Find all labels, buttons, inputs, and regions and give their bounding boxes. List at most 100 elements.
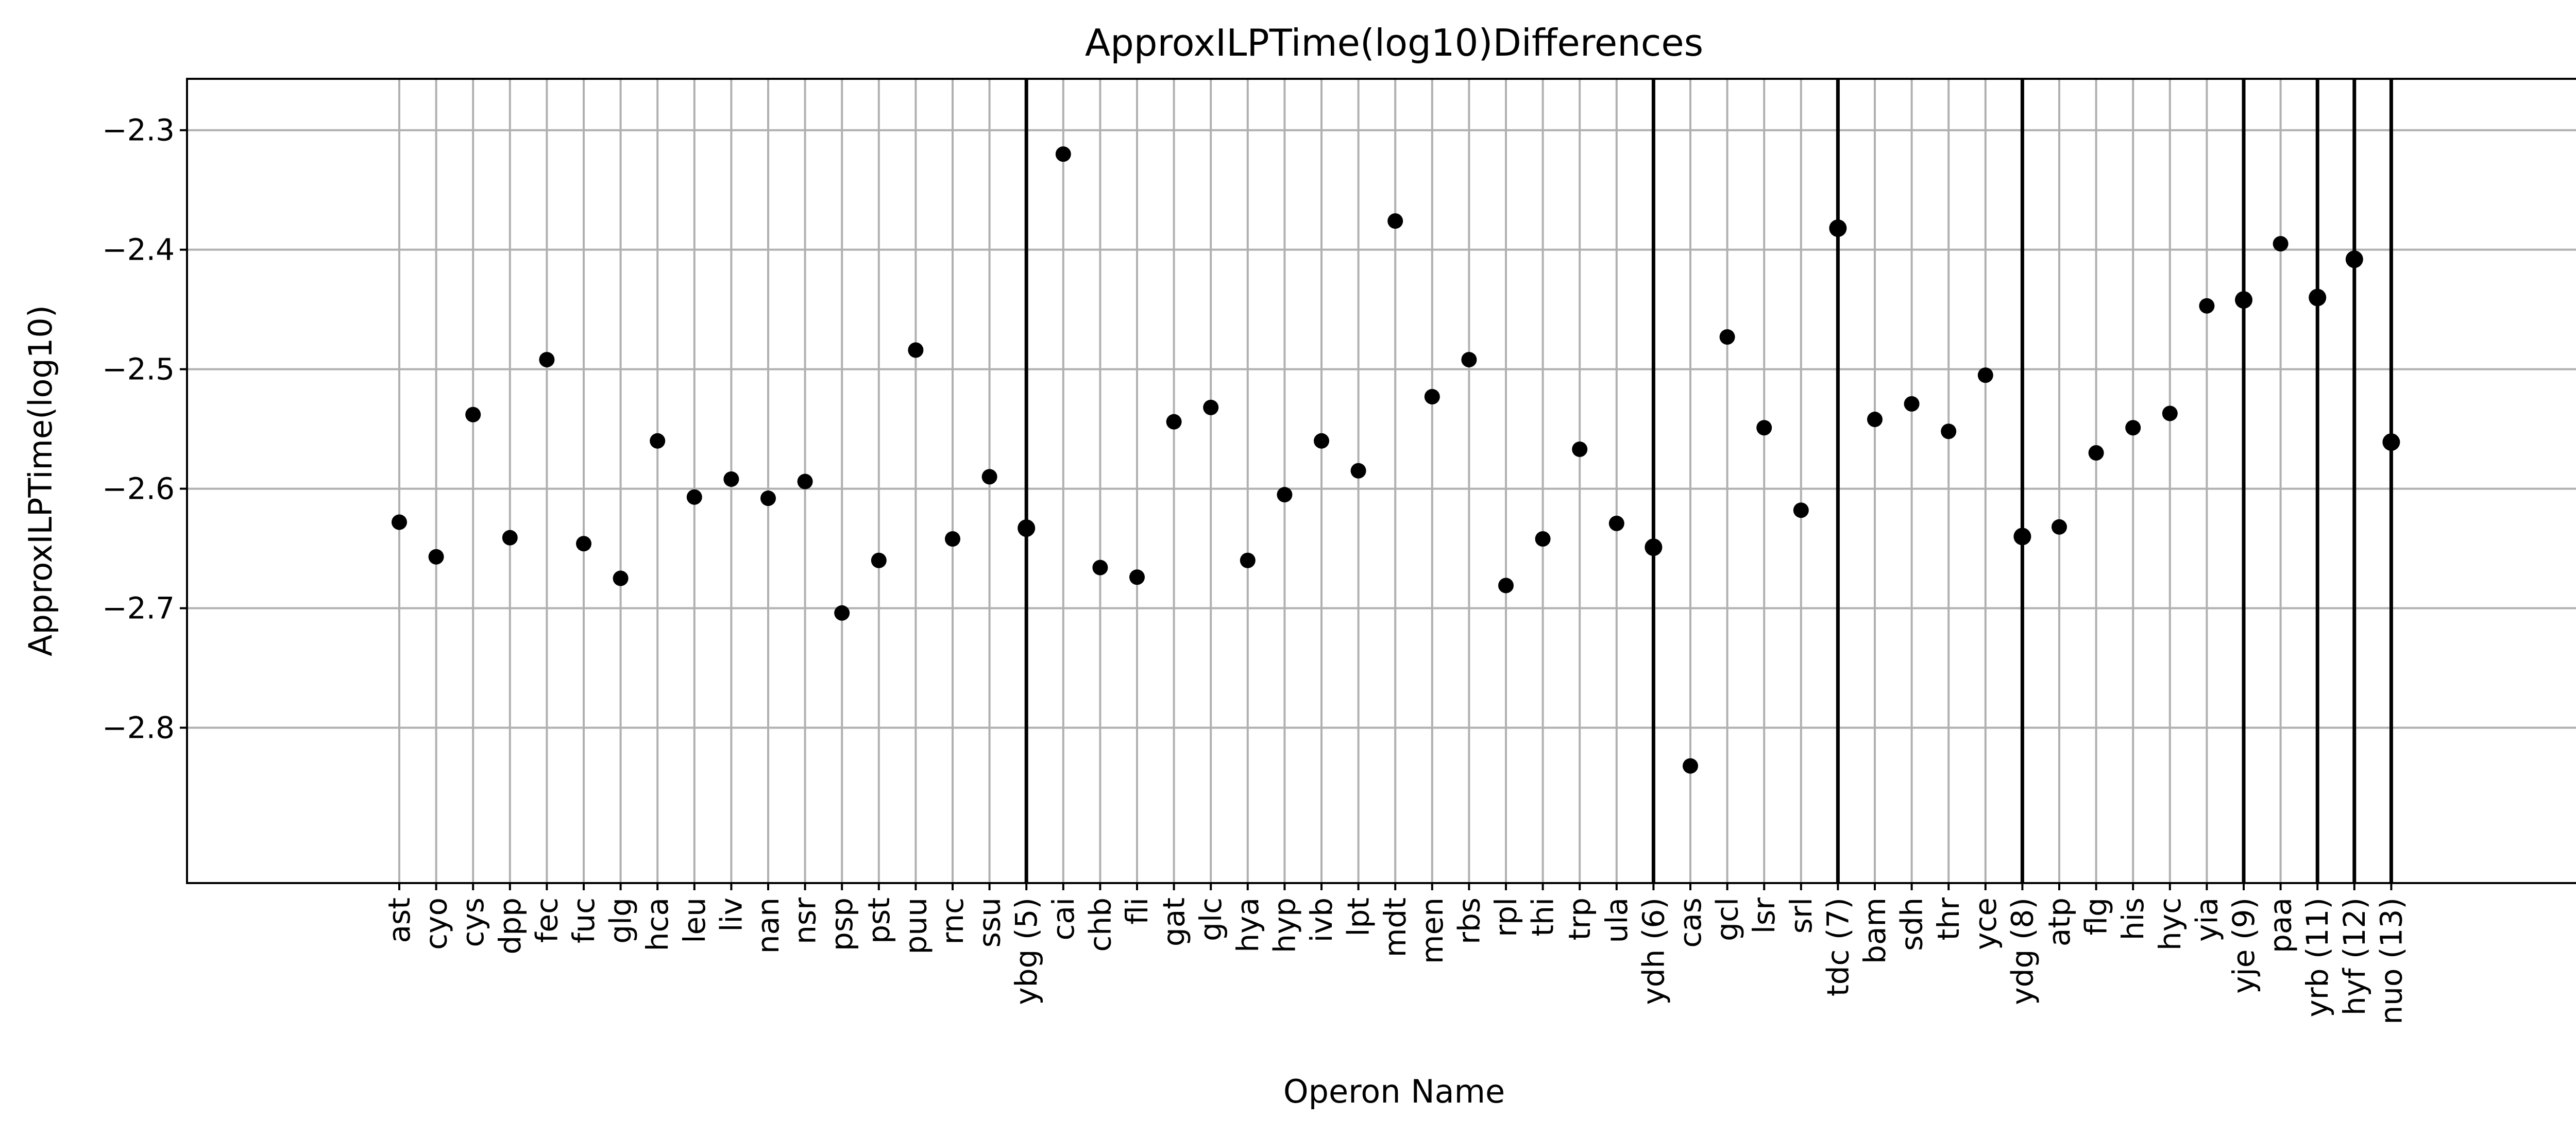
x-tick-label: nuo (13) (2374, 897, 2409, 1025)
data-point (723, 471, 739, 487)
x-tick-label: fuc (566, 897, 601, 943)
plot-frame (186, 78, 2576, 884)
x-tick-label: hyc (2153, 897, 2188, 951)
x-axis-ticks: ast cyo cys dpp fec fuc glg hca leu liv nan nsr psp p… (382, 883, 2409, 1025)
data-point (760, 490, 776, 506)
data-point (797, 473, 813, 489)
data-point (2052, 519, 2067, 535)
data-point (1535, 531, 1551, 547)
data-point (1608, 515, 1624, 531)
data-point (1941, 423, 1957, 439)
x-tick-label: ivb (1304, 897, 1339, 942)
data-points (392, 146, 2400, 774)
data-point (1793, 502, 1809, 518)
data-point (650, 433, 666, 449)
data-point (1314, 433, 1329, 449)
data-point (1867, 412, 1883, 428)
y-tick-label: −2.5 (102, 352, 175, 387)
data-point (613, 570, 629, 586)
data-point (1055, 146, 1071, 162)
data-point (1572, 442, 1588, 458)
x-tick-label: nan (751, 897, 786, 954)
x-tick-label: cas (1673, 897, 1708, 948)
y-tick-label: −2.3 (102, 113, 175, 148)
data-point (2125, 420, 2141, 436)
data-point (1829, 219, 1847, 237)
x-tick-label: leu (677, 897, 712, 943)
x-tick-label: cyo (419, 897, 454, 950)
data-point (2345, 250, 2363, 268)
data-point (502, 530, 518, 546)
data-point (392, 514, 407, 530)
y-tick-label: −2.8 (102, 710, 175, 745)
x-tick-label: ast (382, 897, 417, 943)
data-point (465, 406, 481, 422)
x-tick-label: men (1415, 897, 1450, 964)
x-axis-label: Operon Name (1283, 1073, 1505, 1110)
data-point (834, 605, 850, 621)
data-point (1461, 352, 1477, 368)
data-point (981, 469, 997, 485)
data-point (2273, 236, 2289, 252)
x-tick-label: rbs (1451, 897, 1486, 944)
x-tick-label: fec (529, 897, 564, 943)
x-tick-label: lsr (1747, 897, 1782, 934)
data-point (1645, 538, 1663, 556)
data-point (1277, 487, 1293, 503)
y-axis-ticks: −2.3 −2.4 −2.5 −2.6 −2.7 −2.8 (102, 113, 187, 745)
x-tick-label: yce (1968, 897, 2003, 950)
data-point (1977, 367, 1993, 383)
x-tick-label: ydg (8) (2005, 897, 2040, 1005)
x-tick-label: chb (1082, 897, 1117, 952)
y-axis-label: ApproxILPTime(log10) (22, 305, 59, 656)
x-tick-label: glg (603, 897, 638, 944)
data-point (1756, 420, 1772, 436)
data-point (2013, 528, 2031, 546)
grid-layer (187, 79, 2576, 883)
x-tick-label: rpl (1488, 897, 1523, 937)
data-point (1092, 560, 1108, 575)
data-point (1203, 399, 1219, 415)
data-point (871, 552, 887, 568)
x-tick-label: yia (2189, 897, 2224, 942)
x-tick-label: fli (1120, 897, 1155, 925)
x-tick-label: lpt (1341, 897, 1376, 937)
x-tick-label: pst (861, 897, 896, 944)
x-tick-label: hyp (1267, 897, 1302, 953)
x-tick-label: gat (1157, 897, 1192, 946)
data-point (2199, 298, 2215, 314)
data-point (576, 536, 591, 552)
data-point (2088, 445, 2104, 461)
y-tick-label: −2.7 (102, 591, 175, 626)
data-point (908, 342, 924, 358)
x-tick-label: paa (2263, 897, 2298, 953)
x-tick-label: mdt (1378, 897, 1413, 957)
x-tick-label: yje (9) (2226, 897, 2261, 994)
highlight-lines (1024, 79, 2393, 883)
x-tick-label: his (2115, 897, 2150, 940)
data-point (2309, 289, 2327, 307)
x-tick-label: psp (824, 897, 859, 951)
x-tick-label: cai (1046, 897, 1081, 941)
data-point (1129, 569, 1145, 585)
x-tick-label: thi (1526, 897, 1561, 937)
x-tick-label: sdh (1894, 897, 1929, 951)
x-tick-label: liv (714, 897, 749, 932)
data-point (1350, 463, 1366, 479)
y-tick-label: −2.6 (102, 471, 175, 506)
x-tick-label: hya (1230, 897, 1265, 953)
data-point (2162, 405, 2178, 421)
x-tick-label: rnc (935, 897, 970, 944)
data-point (1240, 552, 1256, 568)
x-tick-label: dpp (493, 897, 528, 954)
x-tick-label: atp (2042, 897, 2077, 946)
x-tick-label: tdc (7) (1820, 897, 1855, 996)
x-tick-label: hca (640, 897, 675, 951)
data-point (1424, 388, 1440, 404)
data-point (1387, 213, 1403, 229)
x-tick-label: ydh (6) (1636, 897, 1671, 1005)
data-point (1904, 396, 1920, 412)
data-point (1719, 329, 1735, 345)
